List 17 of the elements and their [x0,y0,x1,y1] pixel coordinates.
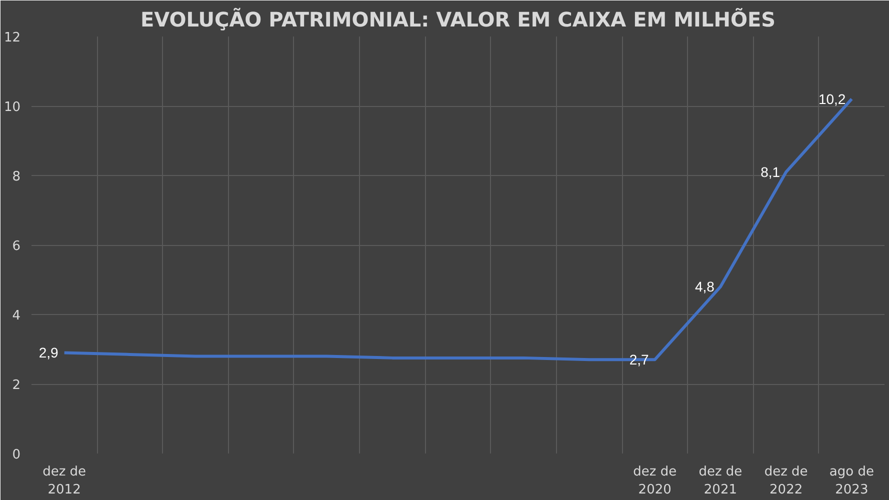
y-tick-label: 12 [4,30,21,46]
x-tick-label: dez de 2020 [633,464,677,498]
data-label: 2,9 [38,344,59,361]
y-tick-label: 10 [4,100,21,115]
y-tick-label: 4 [12,308,21,324]
chart-title: EVOLUÇÃO PATRIMONIAL: VALOR EM CAIXA EM MILHÕES [140,8,776,32]
y-tick-label: 8 [12,170,21,184]
x-tick-label: dez de 2021 [698,464,742,498]
data-label: 8,1 [760,164,780,180]
y-tick-label: 2 [12,378,21,393]
data-label: 10,2 [818,91,846,108]
x-tick-label: dez de 2022 [764,464,808,498]
x-tick-label: dez de 2012 [42,464,86,498]
y-tick-label: 0 [12,448,21,462]
data-label: 4,8 [695,278,715,295]
x-tick-label: ago de 2023 [829,464,874,498]
y-tick-label: 6 [12,239,21,254]
